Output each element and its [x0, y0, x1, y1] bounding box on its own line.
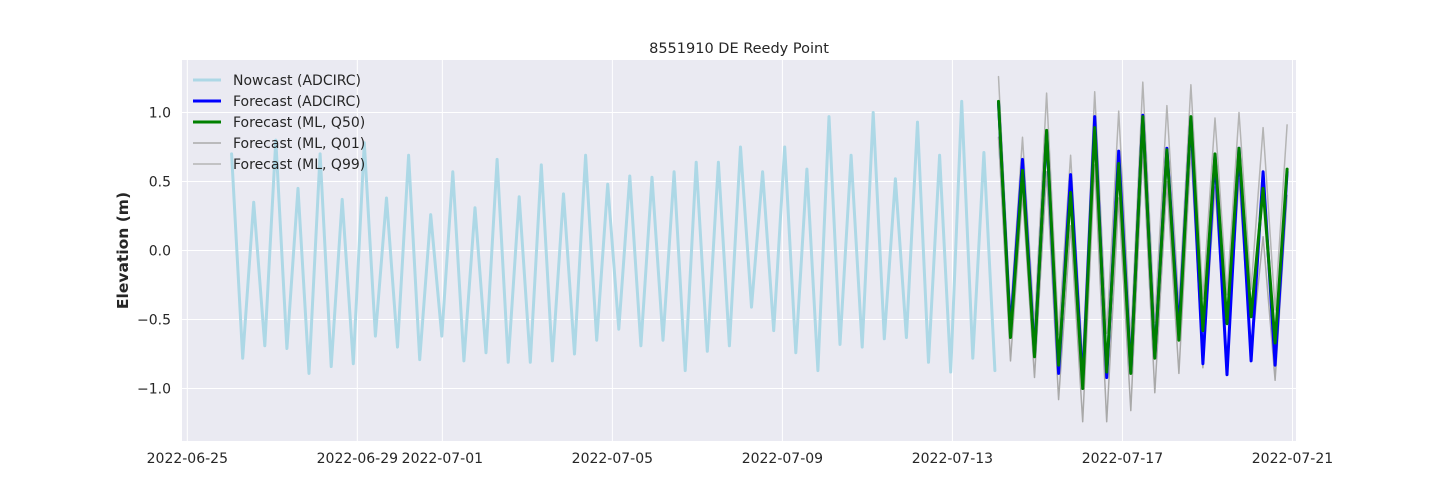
y-tick-label: 0.0 [149, 244, 171, 260]
legend-label-2: Forecast (ML, Q50) [233, 115, 365, 131]
series-line-3 [997, 136, 1288, 423]
legend: Nowcast (ADCIRC) Forecast (ADCIRC) Forecas… [193, 73, 365, 173]
legend-label-1: Forecast (ADCIRC) [233, 94, 361, 110]
legend-label-3: Forecast (ML, Q01) [233, 136, 365, 152]
x-tick-label: 2022-07-13 [912, 451, 993, 467]
series-line-2 [997, 99, 1289, 390]
y-tick-label: 0.5 [149, 174, 171, 190]
chart-title: 8551910 DE Reedy Point [649, 41, 829, 57]
series-line-4 [997, 75, 1288, 362]
x-axis: 2022-06-25 2022-06-29 2022-07-01 2022-07-05… [147, 451, 1334, 467]
x-tick-label: 2022-07-21 [1252, 451, 1333, 467]
legend-label-4: Forecast (ML, Q99) [233, 157, 365, 173]
y-tick-label: −0.5 [137, 313, 171, 329]
y-tick-label: −1.0 [137, 382, 171, 398]
series-layer [230, 75, 1289, 423]
series-line-0 [230, 99, 997, 375]
legend-label-0: Nowcast (ADCIRC) [233, 73, 361, 89]
x-tick-label: 2022-06-25 [147, 451, 228, 467]
x-tick-label: 2022-06-29 [317, 451, 398, 467]
y-tick-label: 1.0 [149, 105, 171, 121]
x-tick-label: 2022-07-17 [1082, 451, 1163, 467]
y-axis-label: Elevation (m) [114, 192, 132, 309]
x-tick-label: 2022-07-01 [402, 451, 483, 467]
x-tick-label: 2022-07-09 [742, 451, 823, 467]
y-axis: −1.0 −0.5 0.0 0.5 1.0 [137, 105, 171, 397]
x-tick-label: 2022-07-05 [572, 451, 653, 467]
